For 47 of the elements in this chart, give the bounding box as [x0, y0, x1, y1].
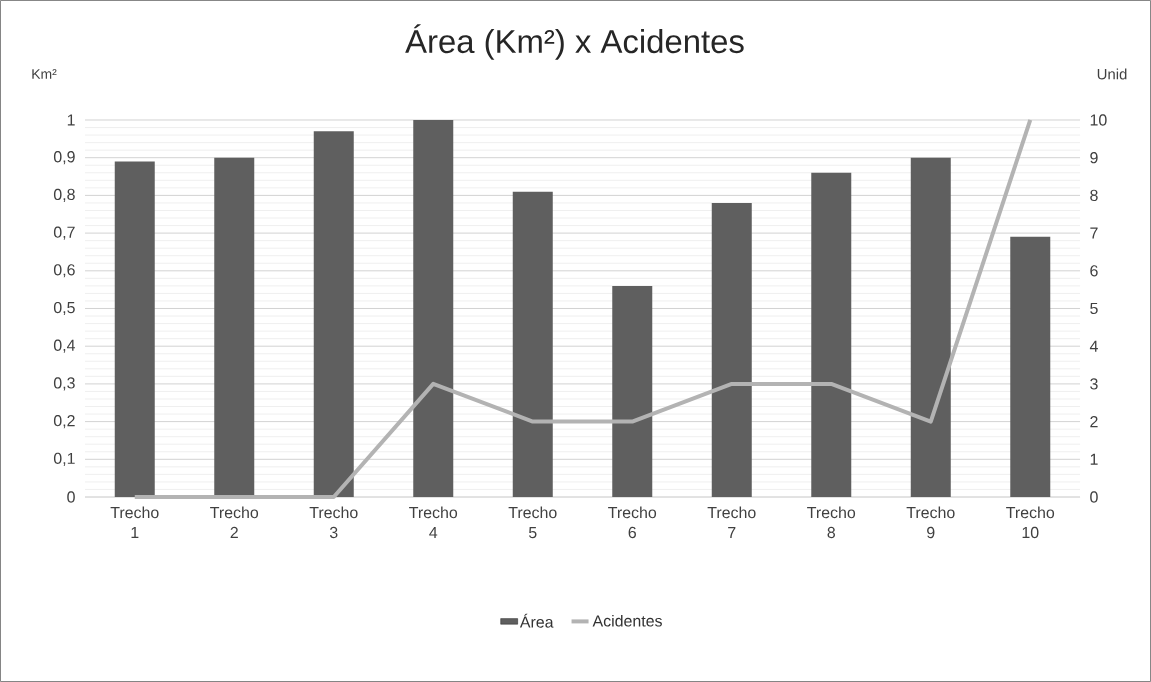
- legend-label: Acidentes: [592, 614, 662, 627]
- y2-tick-label: 7: [1090, 227, 1098, 239]
- x-tick-label: Trecho 5: [508, 506, 557, 539]
- bar: [114, 161, 155, 497]
- y-tick-label: 0,5: [53, 301, 75, 316]
- y2-tick-label: 0: [1090, 491, 1098, 503]
- bar: [313, 131, 354, 497]
- y-tick-label: 1: [67, 114, 75, 126]
- y-tick-label: 0,8: [53, 188, 75, 202]
- bar: [512, 191, 553, 497]
- x-tick-label: Trecho 8: [807, 506, 856, 539]
- y2-tick-label: 1: [1090, 453, 1098, 465]
- y-tick-label: 0,7: [53, 226, 75, 240]
- bar: [1010, 236, 1051, 497]
- y2-axis-title: Unid: [1097, 68, 1127, 80]
- y2-tick-label: 10: [1090, 114, 1107, 126]
- bar: [413, 120, 454, 497]
- y-tick-label: 0,1: [53, 452, 75, 466]
- y-tick-label: 0,3: [53, 377, 75, 391]
- y2-tick-label: 8: [1090, 189, 1098, 202]
- y-tick-label: 0,2: [53, 415, 75, 429]
- y2-tick-label: 2: [1090, 416, 1098, 428]
- x-tick-label: Trecho 7: [707, 506, 756, 538]
- y-tick-label: 0,4: [53, 339, 76, 353]
- y2-tick-label: 4: [1089, 340, 1098, 352]
- bar: [612, 285, 653, 497]
- x-tick-label: Trecho 10: [1006, 506, 1055, 539]
- x-tick-label: Trecho 6: [608, 506, 657, 539]
- y-tick-label: 0,6: [53, 264, 75, 278]
- y-tick-label: 0: [67, 491, 75, 503]
- x-tick-label: Trecho 9: [906, 506, 955, 539]
- bar: [711, 202, 752, 497]
- y-axis-title: Km²: [32, 69, 57, 79]
- x-tick-label: Trecho 2: [210, 506, 259, 538]
- x-tick-label: Trecho 4: [409, 506, 458, 538]
- y2-tick-label: 5: [1090, 302, 1098, 315]
- y2-tick-label: 6: [1090, 265, 1098, 277]
- bar: [214, 157, 255, 497]
- x-tick-label: Trecho 1: [110, 506, 159, 538]
- y-tick-label: 0,9: [53, 151, 75, 165]
- x-tick-label: Trecho 3: [309, 506, 358, 539]
- y2-tick-label: 3: [1090, 378, 1098, 390]
- bar: [910, 157, 951, 497]
- bar: [811, 172, 852, 497]
- chart-title: Área (Km²) x Acidentes: [405, 24, 744, 60]
- y2-tick-label: 9: [1090, 152, 1098, 164]
- legend-label: Área: [519, 613, 554, 628]
